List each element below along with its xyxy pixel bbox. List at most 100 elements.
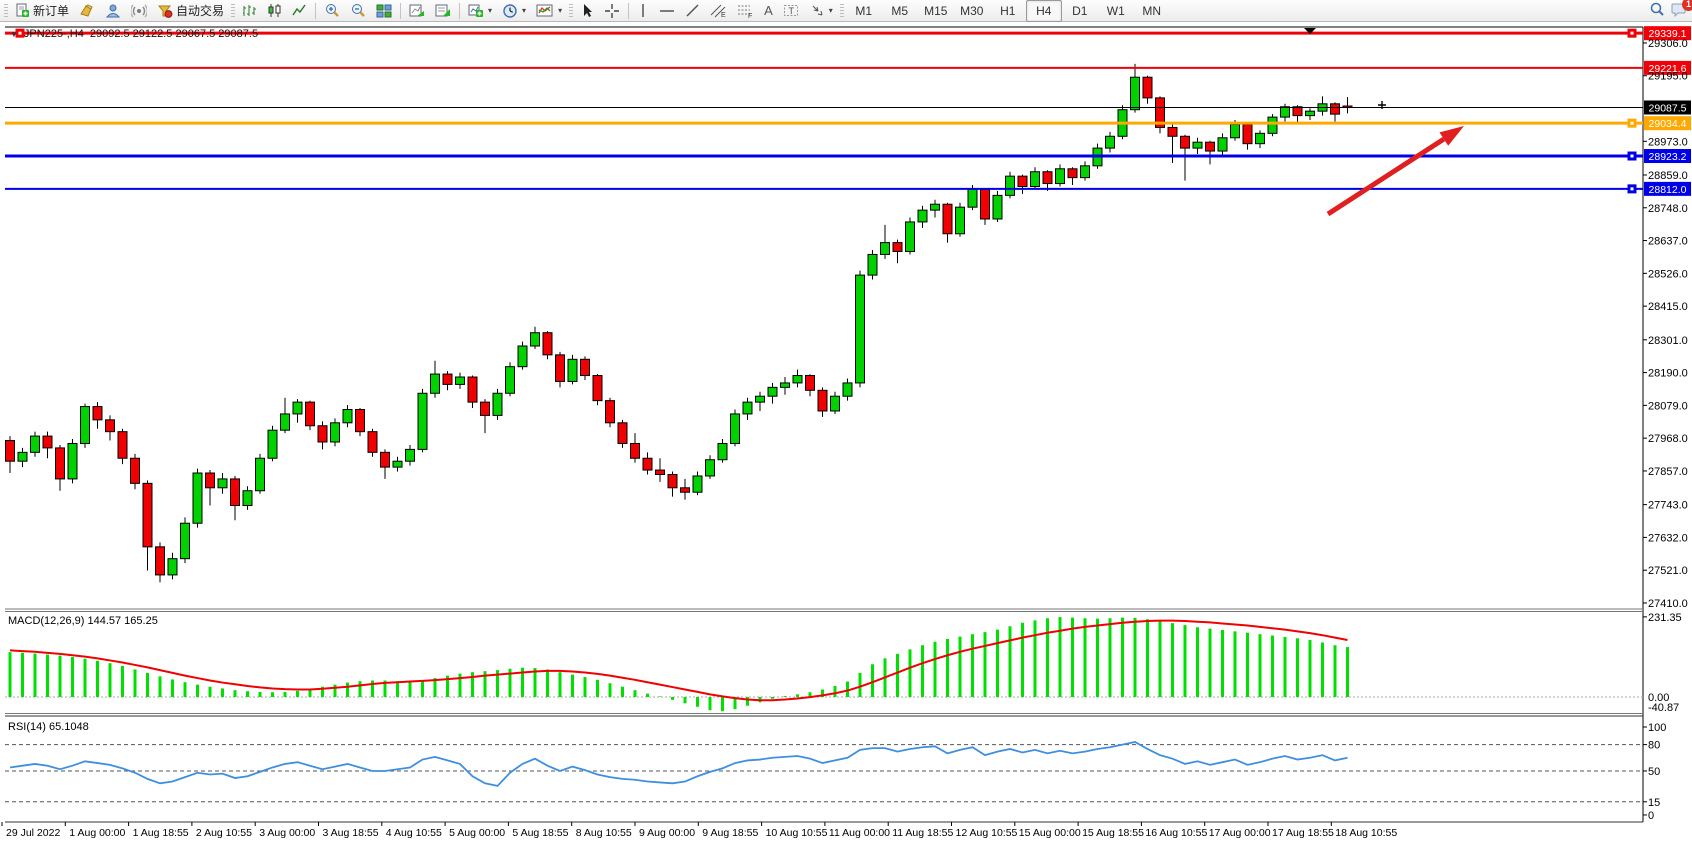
toolbar-grip[interactable] <box>4 3 8 18</box>
rsi-scale-label: 100 <box>1648 722 1666 734</box>
candle-bear <box>805 375 815 391</box>
zoom-in-button[interactable] <box>319 0 345 22</box>
candle-bear <box>230 478 240 507</box>
candle-bear <box>680 487 690 493</box>
equidistant-channel-icon: E <box>710 3 727 18</box>
x-tick-label: 12 Aug 10:55 <box>956 827 1018 839</box>
chart-canvas[interactable]: 29339.1 29221.6 29087.5 29034.4 28923.2 28812… <box>0 22 1692 845</box>
zoom-out-button[interactable] <box>345 0 371 22</box>
new-order-button[interactable]: 新订单 <box>10 0 74 22</box>
tile-windows-button[interactable] <box>371 0 397 22</box>
candle-bull <box>280 413 290 431</box>
candle-bull <box>717 442 728 461</box>
x-tick-label: 16 Aug 10:55 <box>1145 827 1207 839</box>
candle-bull <box>905 221 915 252</box>
candle-bear <box>205 472 215 489</box>
signals-button[interactable] <box>126 0 152 22</box>
indicators-button[interactable]: ▾ <box>531 0 567 22</box>
timeframe-m30[interactable]: M30 <box>954 0 990 22</box>
notifications-button[interactable]: 1 <box>1671 0 1692 22</box>
candle-bull <box>330 422 340 443</box>
candle-bear <box>117 431 128 459</box>
arrows-tool[interactable]: ▾ <box>805 0 838 22</box>
x-tick-label: 5 Aug 18:55 <box>512 827 568 839</box>
toolbar-separator <box>459 2 461 19</box>
hline-handle-dot <box>1630 187 1634 191</box>
candle-bear <box>1167 126 1178 137</box>
timeframe-h4[interactable]: H4 <box>1025 0 1062 22</box>
x-tick-label: 3 Aug 00:00 <box>259 827 315 839</box>
candle-bull <box>930 203 940 211</box>
toolbar-grip[interactable] <box>569 3 574 18</box>
chart-shift-marker[interactable] <box>1304 28 1316 34</box>
candle-bear <box>642 457 653 471</box>
community-button[interactable] <box>100 0 126 22</box>
new-chart-button[interactable]: ▾ <box>463 0 497 22</box>
autotrading-button[interactable]: 自动交易 <box>152 0 229 22</box>
trendline-icon <box>685 3 700 18</box>
candle-bear <box>817 389 828 412</box>
text-tool[interactable]: A <box>759 0 778 22</box>
timeframe-mn[interactable]: MN <box>1134 0 1170 22</box>
search-icon[interactable] <box>1649 1 1665 22</box>
toolbar-grip[interactable] <box>231 3 236 18</box>
timeframe-h1[interactable]: H1 <box>990 0 1026 22</box>
vertical-line-tool[interactable] <box>632 0 654 22</box>
y-tick-label: 27743.0 <box>1648 500 1688 512</box>
timeframe-d1[interactable]: D1 <box>1062 0 1098 22</box>
x-tick-label: 5 Aug 00:00 <box>449 827 505 839</box>
text-label-tool[interactable]: T <box>778 0 805 22</box>
candle-bull <box>392 460 403 468</box>
x-tick-label: 11 Aug 00:00 <box>829 827 890 839</box>
new-order-label: 新订单 <box>33 4 70 18</box>
crosshair-button[interactable] <box>599 0 625 22</box>
trend-arrow-head[interactable] <box>1439 126 1464 146</box>
timeframe-w1[interactable]: W1 <box>1098 0 1134 22</box>
x-tick-label: 3 Aug 18:55 <box>323 827 379 839</box>
line-chart-button[interactable] <box>287 0 312 22</box>
candle-bull <box>167 558 178 576</box>
candle-bear <box>1180 135 1190 149</box>
candle-bull <box>292 401 303 415</box>
price-badge-29339.1 <box>1644 26 1691 41</box>
candle-bear <box>1292 106 1303 117</box>
timeframe-label: H1 <box>1000 3 1016 18</box>
macd-histogram <box>8 617 1349 712</box>
candle-bull <box>567 358 578 382</box>
trendline-tool[interactable] <box>680 0 705 22</box>
toolbar-grip[interactable] <box>839 3 844 18</box>
community-icon <box>105 3 121 18</box>
fibonacci-tool[interactable]: F <box>732 0 759 22</box>
cursor-icon <box>580 3 594 18</box>
candle-bear <box>1067 168 1078 179</box>
horizontal-line-tool[interactable] <box>654 0 680 22</box>
period-button[interactable]: ▾ <box>497 0 531 22</box>
x-tick-label: 4 Aug 10:55 <box>386 827 442 839</box>
timeframe-m1[interactable]: M1 <box>846 0 882 22</box>
candle-bear <box>142 482 153 548</box>
cursor-button[interactable] <box>575 0 599 22</box>
timeframe-label: W1 <box>1106 3 1125 18</box>
candle-bull <box>530 332 540 347</box>
trend-arrow-shaft[interactable] <box>1326 136 1446 217</box>
crosshair-icon <box>604 3 620 19</box>
timeframe-m15[interactable]: M15 <box>918 0 954 22</box>
candlestick-chart-button[interactable] <box>262 0 287 22</box>
candle-bull <box>1217 137 1228 152</box>
timeframe-m5[interactable]: M5 <box>882 0 918 22</box>
new-order-icon <box>15 3 30 18</box>
navigator-button[interactable] <box>430 0 456 22</box>
candle-bull <box>405 448 415 462</box>
equidistant-channel-tool[interactable]: E <box>705 0 732 22</box>
candle-bear <box>305 401 315 427</box>
candle-bull <box>255 457 265 492</box>
y-tick-label: 28415.0 <box>1648 301 1688 313</box>
one-click-trading-toggle-icon[interactable]: ▼ <box>10 29 18 39</box>
x-tick-label: 15 Aug 00:00 <box>1019 827 1081 839</box>
metaeditor-button[interactable] <box>74 0 100 22</box>
candle-bear <box>555 354 565 382</box>
rsi-scale-label: 80 <box>1648 740 1660 752</box>
candle-bear <box>355 409 365 433</box>
data-window-button[interactable] <box>404 0 430 22</box>
bar-chart-button[interactable] <box>237 0 262 22</box>
